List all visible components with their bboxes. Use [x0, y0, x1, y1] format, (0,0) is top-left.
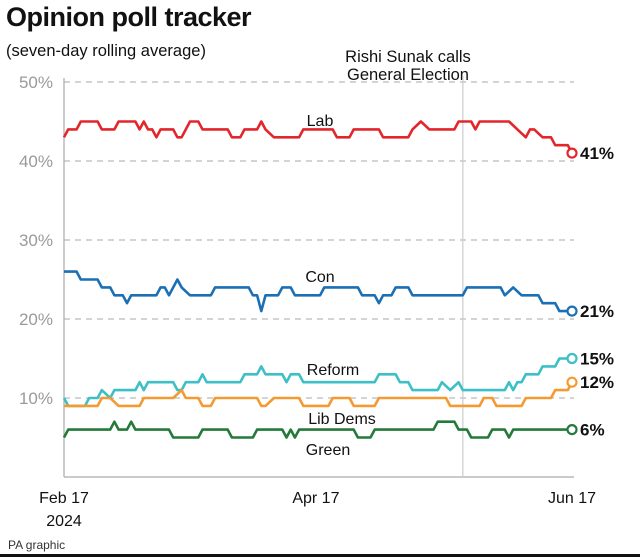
footer-credit: PA graphic: [8, 538, 66, 552]
end-marker-green: [566, 424, 578, 436]
end-value-label-lab: 41%: [580, 144, 614, 163]
x-tick-sublabel: 2024: [46, 513, 82, 530]
end-marker-con: [566, 305, 578, 317]
election-annotation: Rishi Sunak calls General Election: [340, 48, 476, 84]
end-value-label-lib-dems: 12%: [580, 373, 614, 392]
end-marker-reform: [566, 352, 578, 365]
end-value-label-green: 6%: [580, 421, 605, 440]
annotation-line-2: General Election: [347, 66, 469, 84]
end-value-label-con: 21%: [580, 302, 614, 321]
series-label-lib-dems: Lib Dems: [308, 411, 376, 428]
footer-rule: [0, 554, 640, 557]
series-line-lib-dems: [64, 381, 574, 408]
y-tick-label: 30%: [19, 231, 53, 250]
series-label-con: Con: [305, 269, 334, 286]
series-line-con: [64, 270, 572, 313]
annotation-line-1: Rishi Sunak calls: [345, 48, 471, 66]
series-line-reform: [62, 357, 572, 408]
y-tick-label: 40%: [19, 152, 53, 171]
series-label-green: Green: [306, 442, 350, 459]
y-tick-label: 20%: [19, 310, 53, 329]
y-tick-label: 10%: [19, 389, 53, 408]
x-tick-label: Apr 17: [292, 490, 339, 507]
chart-subtitle: (seven-day rolling average): [6, 42, 206, 60]
end-value-label-reform: 15%: [580, 350, 614, 369]
y-tick-label: 50%: [19, 73, 53, 92]
chart-title: Opinion poll tracker: [6, 2, 252, 32]
series-line-lab: [62, 120, 574, 154]
end-marker-lib-dems: [566, 376, 578, 388]
end-marker-lab: [566, 147, 578, 159]
x-tick-label: Jun 17: [548, 490, 596, 507]
x-tick-label: Feb 17: [39, 490, 89, 507]
series-line-green: [62, 420, 572, 439]
series-label-lab: Lab: [307, 113, 334, 130]
series-label-reform: Reform: [307, 362, 359, 379]
